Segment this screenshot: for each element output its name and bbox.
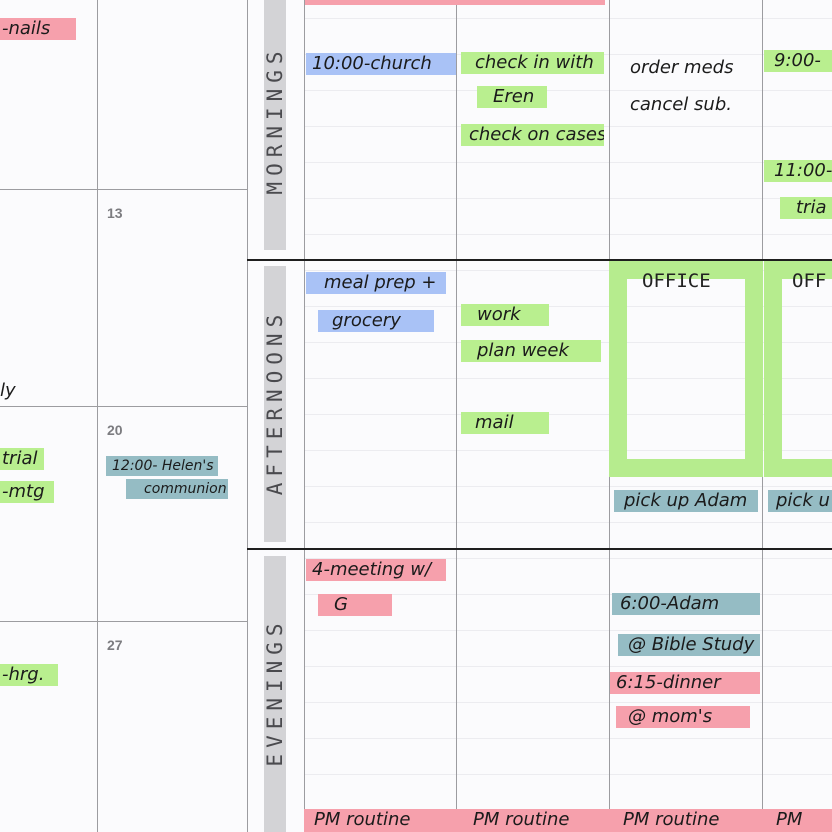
- entry-grocery: grocery: [318, 310, 434, 332]
- entry-communion: communion: [126, 479, 228, 499]
- ruled-line: [305, 18, 832, 19]
- mornings-label: MORNINGS: [263, 45, 287, 195]
- top-cutoff-highlight: [305, 0, 605, 5]
- ruled-line: [305, 270, 832, 271]
- entry-pm-routine: PM routine: [304, 809, 457, 832]
- day-number: 13: [107, 205, 123, 221]
- month-grid-hline: [0, 621, 247, 622]
- entry-nine: 9:00-: [764, 50, 832, 72]
- entry-church: 10:00-church: [306, 53, 456, 75]
- office-block: [609, 261, 763, 477]
- entry-mtg: -mtg: [0, 481, 54, 503]
- entry-order-meds: order meds: [630, 57, 734, 78]
- entry-nails: -nails: [0, 18, 76, 40]
- entry-mail: mail: [461, 412, 549, 434]
- office-block: [764, 261, 832, 477]
- evenings-label: EVENINGS: [263, 617, 287, 767]
- entry-pm-routine: PM: [762, 809, 832, 832]
- ruled-line: [305, 666, 832, 667]
- ruled-line: [305, 378, 832, 379]
- ruled-line: [305, 774, 832, 775]
- section-divider: [247, 548, 832, 550]
- entry-bible-study: @ Bible Study: [618, 634, 760, 656]
- entry-adam-six: 6:00-Adam: [612, 593, 760, 615]
- ruled-line: [305, 702, 832, 703]
- evenings-tab: [264, 556, 286, 832]
- entry-moms: @ mom's: [616, 706, 750, 728]
- entry-cancel-sub: cancel sub.: [630, 94, 732, 115]
- ruled-line: [305, 630, 832, 631]
- ruled-line: [305, 414, 832, 415]
- ruled-line: [305, 738, 832, 739]
- office-label: OFF: [792, 270, 827, 292]
- office-label: OFFICE: [642, 270, 711, 292]
- day-number: 27: [107, 637, 123, 653]
- month-grid-vline: [97, 0, 98, 832]
- afternoons-label: AFTERNOONS: [263, 308, 287, 496]
- entry-checkin: check in with: [461, 52, 604, 74]
- ruled-line: [305, 450, 832, 451]
- month-grid-hline: [0, 189, 247, 190]
- month-grid-vline: [247, 0, 248, 832]
- entry-dinner: 6:15-dinner: [610, 672, 760, 694]
- week-grid-vline: [456, 0, 457, 832]
- entry-eleven: 11:00-: [764, 160, 832, 182]
- entry-meeting-g: G: [318, 594, 392, 616]
- entry-tria: tria: [780, 197, 832, 219]
- day-number: 20: [107, 422, 123, 438]
- entry-pm-routine: PM routine: [457, 809, 609, 832]
- section-divider: [247, 259, 832, 261]
- ruled-line: [305, 594, 832, 595]
- ruled-line: [305, 306, 832, 307]
- entry-plan-week: plan week: [461, 340, 601, 362]
- ruled-line: [305, 90, 832, 91]
- entry-pickup-adam: pick up Adam: [614, 490, 758, 512]
- ruled-line: [305, 522, 832, 523]
- entry-check-cases: check on cases: [461, 124, 604, 146]
- entry-work: work: [461, 304, 549, 326]
- ruled-line: [305, 558, 832, 559]
- entry-pm-routine: PM routine: [609, 809, 762, 832]
- afternoons-tab: [264, 266, 286, 542]
- ruled-line: [305, 486, 832, 487]
- week-grid-vline: [304, 0, 305, 832]
- entry-ly: ly: [0, 380, 16, 401]
- entry-pickup-adam: pick u: [768, 490, 832, 512]
- ruled-line: [305, 198, 832, 199]
- entry-meeting: 4-meeting w/: [306, 559, 446, 581]
- entry-helens: 12:00- Helen's: [106, 456, 218, 476]
- entry-hrg: -hrg.: [0, 664, 58, 686]
- entry-trial: trial: [0, 448, 44, 470]
- entry-meal-prep: meal prep +: [306, 272, 446, 294]
- entry-eren: Eren: [477, 86, 547, 108]
- month-grid-hline: [0, 406, 247, 407]
- mornings-tab: [264, 0, 286, 250]
- ruled-line: [305, 234, 832, 235]
- ruled-line: [305, 162, 832, 163]
